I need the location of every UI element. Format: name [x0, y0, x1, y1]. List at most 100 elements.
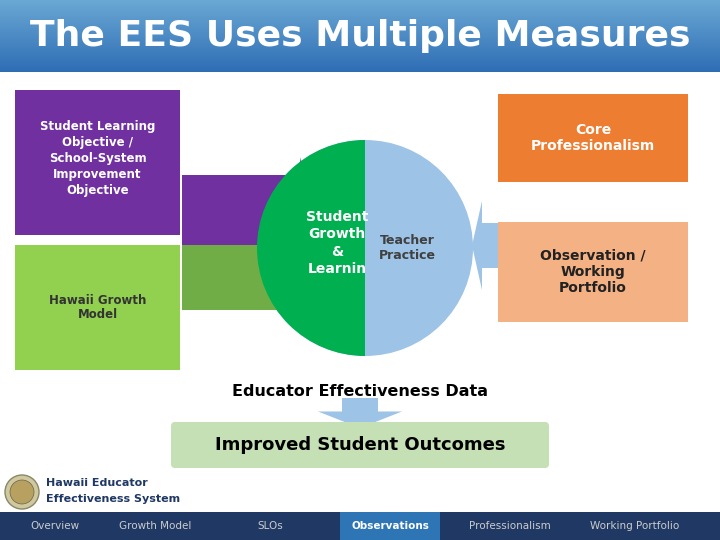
Bar: [0, 7, 720, 8]
Bar: [0, 11, 720, 12]
Bar: [0, 61, 720, 62]
Bar: [0, 32, 720, 33]
Bar: [0, 34, 720, 35]
Text: Growth Model: Growth Model: [119, 521, 192, 531]
Text: Effectiveness System: Effectiveness System: [46, 494, 180, 504]
Bar: [0, 42, 720, 43]
Wedge shape: [257, 140, 365, 356]
Polygon shape: [182, 245, 318, 328]
FancyBboxPatch shape: [0, 512, 720, 540]
Bar: [0, 49, 720, 50]
FancyBboxPatch shape: [171, 422, 549, 468]
Bar: [0, 70, 720, 71]
Bar: [0, 24, 720, 25]
Bar: [0, 44, 720, 45]
Text: SLOs: SLOs: [257, 521, 283, 531]
Polygon shape: [318, 398, 402, 428]
Bar: [0, 40, 720, 41]
Bar: [0, 56, 720, 57]
Bar: [0, 65, 720, 66]
Text: Hawaii Growth
Model: Hawaii Growth Model: [49, 294, 146, 321]
Bar: [0, 37, 720, 38]
Bar: [0, 62, 720, 63]
Bar: [0, 59, 720, 60]
Bar: [0, 29, 720, 30]
FancyBboxPatch shape: [498, 222, 688, 322]
Bar: [0, 71, 720, 72]
Bar: [0, 14, 720, 15]
Circle shape: [5, 475, 39, 509]
Bar: [0, 53, 720, 54]
Bar: [0, 38, 720, 39]
Text: Observation /
Working
Portfolio: Observation / Working Portfolio: [540, 249, 646, 295]
Bar: [0, 17, 720, 18]
Bar: [0, 18, 720, 19]
Text: Improved Student Outcomes: Improved Student Outcomes: [215, 436, 505, 454]
Bar: [0, 28, 720, 29]
Bar: [0, 20, 720, 21]
Bar: [0, 30, 720, 31]
Bar: [0, 21, 720, 22]
Bar: [0, 15, 720, 16]
Text: Working Portfolio: Working Portfolio: [590, 521, 680, 531]
Bar: [0, 67, 720, 68]
Bar: [0, 64, 720, 65]
Bar: [0, 50, 720, 51]
Text: Educator Effectiveness Data: Educator Effectiveness Data: [232, 384, 488, 400]
Text: Core
Professionalism: Core Professionalism: [531, 123, 655, 153]
Bar: [0, 35, 720, 36]
Bar: [0, 43, 720, 44]
Bar: [0, 48, 720, 49]
Bar: [0, 23, 720, 24]
Bar: [0, 39, 720, 40]
Bar: [0, 46, 720, 47]
Bar: [0, 9, 720, 10]
Text: Hawaii Educator: Hawaii Educator: [46, 478, 148, 488]
FancyBboxPatch shape: [15, 245, 180, 370]
Bar: [0, 1, 720, 2]
Bar: [0, 22, 720, 23]
Bar: [0, 57, 720, 58]
Bar: [0, 6, 720, 7]
Bar: [0, 3, 720, 4]
Bar: [0, 27, 720, 28]
Circle shape: [257, 140, 473, 356]
Polygon shape: [182, 157, 318, 245]
Text: Overview: Overview: [30, 521, 80, 531]
Bar: [0, 60, 720, 61]
Text: The EES Uses Multiple Measures: The EES Uses Multiple Measures: [30, 19, 690, 53]
Bar: [0, 31, 720, 32]
Text: Teacher
Practice: Teacher Practice: [379, 234, 436, 262]
FancyBboxPatch shape: [340, 512, 440, 540]
Bar: [0, 16, 720, 17]
Bar: [0, 19, 720, 20]
Bar: [0, 54, 720, 55]
Bar: [0, 66, 720, 67]
Bar: [0, 8, 720, 9]
Bar: [0, 68, 720, 69]
Bar: [0, 2, 720, 3]
FancyBboxPatch shape: [0, 472, 250, 512]
Bar: [0, 41, 720, 42]
Bar: [0, 36, 720, 37]
Bar: [0, 10, 720, 11]
Bar: [0, 13, 720, 14]
Bar: [0, 47, 720, 48]
Text: Observations: Observations: [351, 521, 429, 531]
Bar: [0, 69, 720, 70]
FancyBboxPatch shape: [15, 90, 180, 235]
Bar: [0, 58, 720, 59]
Bar: [0, 26, 720, 27]
Text: Student Learning
Objective /
School-System
Improvement
Objective: Student Learning Objective / School-Syst…: [40, 120, 156, 197]
FancyBboxPatch shape: [498, 94, 688, 182]
Text: Student
Growth
&
Learnin: Student Growth & Learnin: [306, 210, 368, 276]
Bar: [0, 5, 720, 6]
Bar: [0, 55, 720, 56]
Bar: [0, 63, 720, 64]
Circle shape: [10, 480, 34, 504]
Text: Professionalism: Professionalism: [469, 521, 551, 531]
Bar: [0, 12, 720, 13]
Bar: [0, 45, 720, 46]
Bar: [0, 51, 720, 52]
Bar: [0, 33, 720, 34]
